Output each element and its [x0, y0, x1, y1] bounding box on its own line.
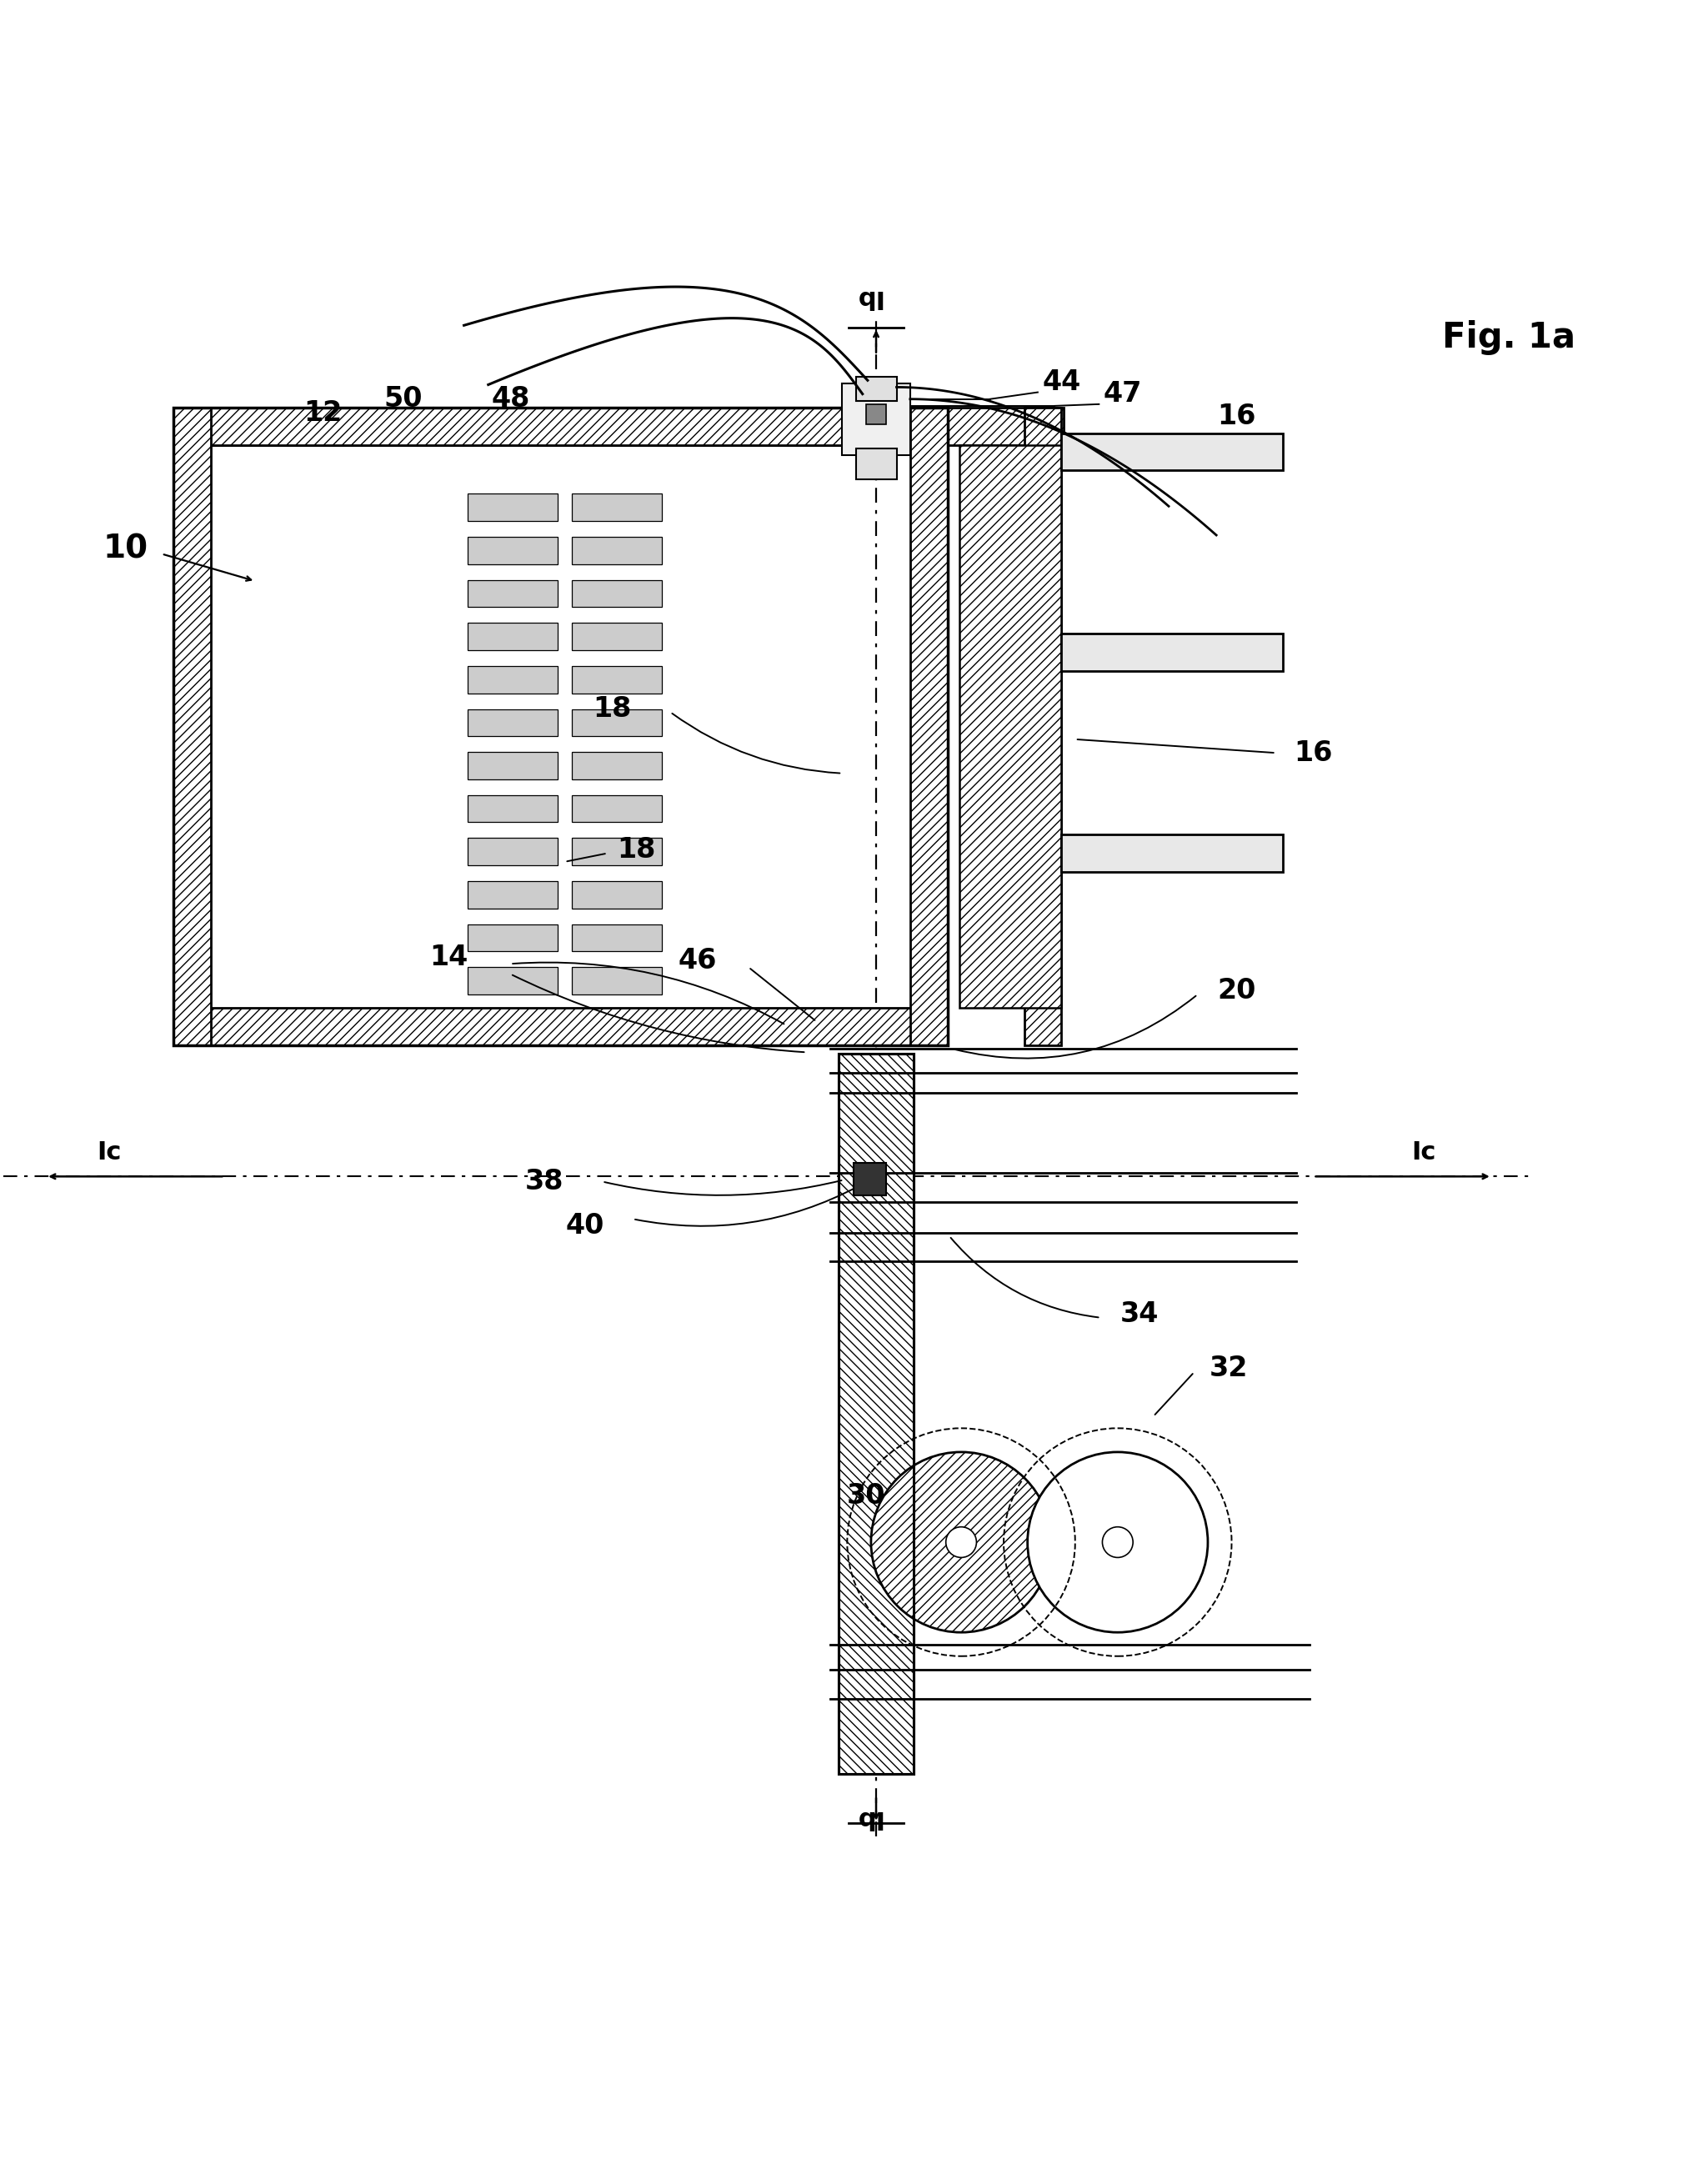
Bar	[839, 1280, 914, 1304]
Bar	[572, 665, 661, 693]
Text: 34: 34	[1120, 1300, 1160, 1328]
Bar	[174, 408, 948, 1045]
Bar	[468, 708, 559, 736]
Text: 16: 16	[1295, 738, 1332, 766]
Bar	[468, 838, 559, 866]
Bar	[572, 881, 661, 909]
Bar	[468, 924, 559, 952]
Text: 44: 44	[1042, 369, 1081, 395]
Bar	[572, 538, 661, 563]
Bar	[468, 494, 559, 520]
Bar	[1062, 434, 1283, 471]
Bar	[572, 624, 661, 650]
Bar	[468, 881, 559, 909]
Bar	[468, 751, 559, 779]
Bar	[839, 1336, 914, 1358]
Bar	[839, 1585, 914, 1608]
Text: 48: 48	[492, 384, 529, 412]
Bar	[839, 1393, 914, 1414]
Bar	[866, 404, 886, 425]
Bar	[910, 408, 948, 1045]
Bar	[839, 1418, 914, 1442]
Bar	[572, 967, 661, 995]
Text: 16: 16	[1218, 402, 1255, 430]
Bar	[839, 1723, 914, 1747]
Bar	[572, 581, 661, 607]
Bar	[842, 384, 910, 456]
Text: Fig. 1a: Fig. 1a	[1442, 320, 1575, 356]
Circle shape	[871, 1453, 1052, 1632]
Bar	[839, 1697, 914, 1719]
Bar	[468, 967, 559, 995]
Bar	[839, 1503, 914, 1524]
Bar	[1025, 408, 1062, 1045]
Text: 50: 50	[384, 384, 422, 412]
Text: 30: 30	[847, 1483, 885, 1509]
Bar	[572, 838, 661, 866]
Bar	[839, 1198, 914, 1220]
Bar	[839, 1531, 914, 1552]
Bar	[1062, 836, 1283, 872]
Bar	[839, 1641, 914, 1662]
Bar	[839, 1308, 914, 1330]
Text: 20: 20	[1218, 978, 1255, 1004]
Bar	[572, 795, 661, 823]
Bar	[174, 408, 1062, 445]
Bar	[468, 665, 559, 693]
Text: 32: 32	[1209, 1356, 1247, 1382]
Bar	[839, 1557, 914, 1580]
Bar	[839, 1170, 914, 1192]
Bar	[572, 924, 661, 952]
Bar	[839, 1054, 914, 1773]
Text: 12: 12	[304, 399, 343, 427]
Bar	[572, 708, 661, 736]
Text: 10: 10	[104, 533, 149, 566]
Text: Ib: Ib	[854, 285, 881, 309]
Text: Ic: Ic	[97, 1140, 121, 1164]
Bar	[839, 1669, 914, 1690]
Bar	[839, 1226, 914, 1248]
Text: Ib: Ib	[854, 1805, 881, 1831]
Bar	[856, 449, 897, 479]
Bar	[854, 1164, 886, 1196]
Bar	[468, 538, 559, 563]
Bar	[572, 751, 661, 779]
Bar	[839, 1252, 914, 1276]
Bar	[839, 1364, 914, 1386]
Bar	[839, 1060, 914, 1082]
Circle shape	[946, 1526, 977, 1557]
Bar	[839, 1475, 914, 1496]
Text: 46: 46	[678, 946, 717, 974]
Bar	[960, 445, 1062, 1008]
Bar	[839, 1447, 914, 1468]
Bar	[839, 1142, 914, 1164]
Text: 18: 18	[593, 695, 632, 723]
Text: 40: 40	[565, 1211, 605, 1239]
Text: Ic: Ic	[1411, 1140, 1436, 1164]
Bar	[839, 1088, 914, 1110]
Bar	[839, 1114, 914, 1138]
Bar	[174, 408, 212, 1045]
Text: 47: 47	[1103, 380, 1143, 408]
Circle shape	[1028, 1453, 1208, 1632]
Text: 38: 38	[524, 1168, 564, 1196]
Text: 18: 18	[617, 836, 656, 864]
Bar	[839, 1054, 914, 1773]
Bar	[468, 581, 559, 607]
Bar	[572, 494, 661, 520]
Bar	[856, 378, 897, 402]
Text: 14: 14	[430, 943, 468, 972]
Bar	[174, 408, 948, 445]
Bar	[468, 624, 559, 650]
Bar	[468, 795, 559, 823]
Bar	[174, 1008, 948, 1045]
Bar	[1062, 635, 1283, 671]
Circle shape	[1102, 1526, 1132, 1557]
Bar	[839, 1751, 914, 1773]
Bar	[839, 1613, 914, 1634]
